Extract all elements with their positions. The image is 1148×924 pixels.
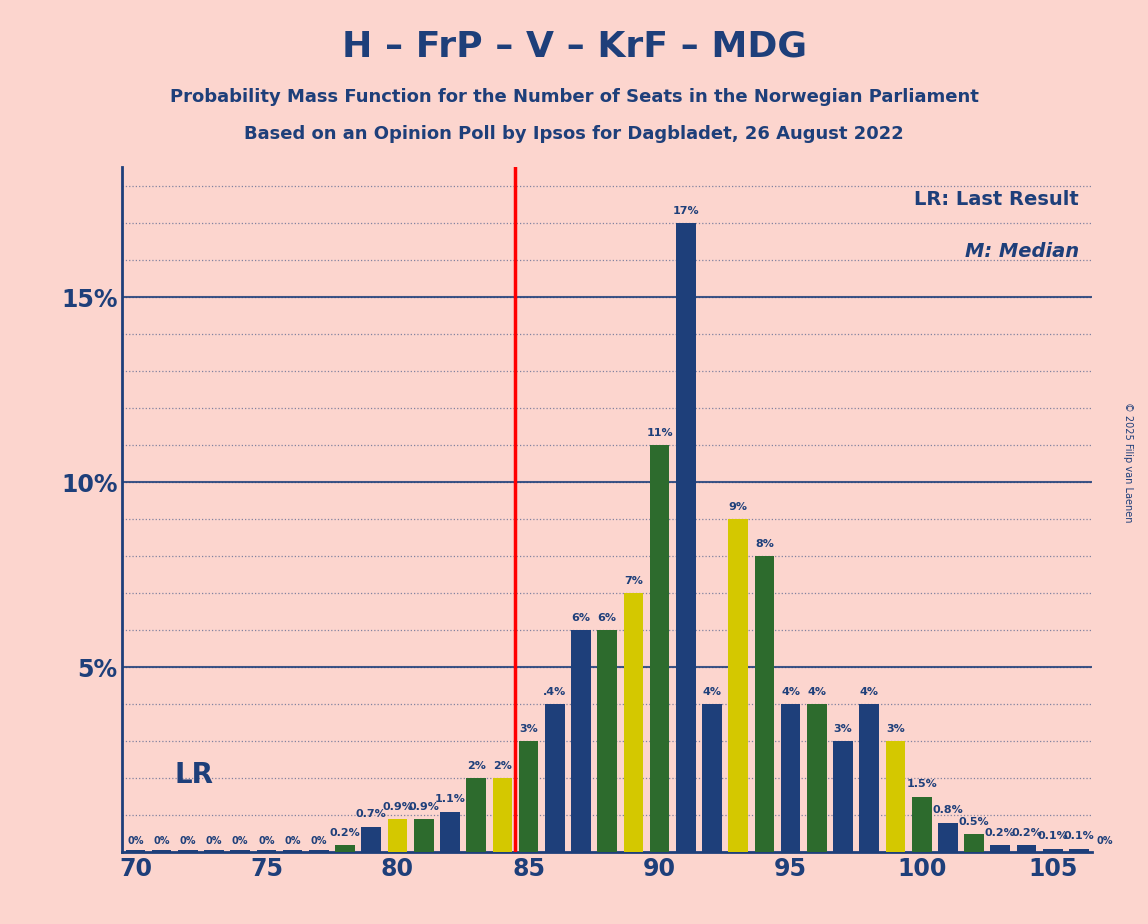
Bar: [231, 850, 250, 853]
Bar: [335, 845, 355, 853]
Text: 0%: 0%: [1097, 836, 1114, 846]
Text: M: M: [675, 512, 696, 532]
Bar: [1017, 845, 1037, 853]
Bar: [912, 796, 931, 853]
Text: .4%: .4%: [543, 687, 566, 697]
Text: 0%: 0%: [285, 836, 301, 846]
Bar: [938, 822, 957, 853]
Text: 4%: 4%: [860, 687, 878, 697]
Text: 0.2%: 0.2%: [329, 828, 360, 838]
Bar: [1095, 850, 1115, 853]
Text: 4%: 4%: [781, 687, 800, 697]
Bar: [1042, 849, 1063, 853]
Bar: [545, 704, 565, 853]
Bar: [125, 850, 145, 853]
Text: LR: LR: [174, 760, 214, 789]
Text: 0%: 0%: [258, 836, 274, 846]
Bar: [991, 845, 1010, 853]
Text: 0%: 0%: [232, 836, 248, 846]
Bar: [309, 850, 328, 853]
Bar: [414, 819, 434, 853]
Bar: [728, 519, 748, 853]
Bar: [204, 850, 224, 853]
Text: 9%: 9%: [729, 502, 747, 512]
Text: 0.8%: 0.8%: [932, 806, 963, 815]
Text: 0.9%: 0.9%: [409, 802, 440, 811]
Text: 0%: 0%: [179, 836, 196, 846]
Text: Probability Mass Function for the Number of Seats in the Norwegian Parliament: Probability Mass Function for the Number…: [170, 88, 978, 105]
Text: 0%: 0%: [127, 836, 144, 846]
Text: 0.2%: 0.2%: [985, 828, 1016, 838]
Bar: [466, 778, 486, 853]
Text: © 2025 Filip van Laenen: © 2025 Filip van Laenen: [1124, 402, 1133, 522]
Text: 0.5%: 0.5%: [959, 817, 990, 826]
Text: 1.5%: 1.5%: [906, 780, 937, 789]
Text: 0.1%: 0.1%: [1063, 832, 1094, 842]
Text: 0%: 0%: [205, 836, 223, 846]
Bar: [257, 850, 277, 853]
Bar: [781, 704, 800, 853]
Text: M: Median: M: Median: [964, 241, 1079, 261]
Text: 6%: 6%: [572, 613, 590, 623]
Text: 1.1%: 1.1%: [434, 795, 465, 804]
Bar: [362, 826, 381, 853]
Text: 3%: 3%: [833, 723, 853, 734]
Text: 0.2%: 0.2%: [1011, 828, 1042, 838]
Bar: [519, 741, 538, 853]
Bar: [492, 778, 512, 853]
Text: 6%: 6%: [598, 613, 616, 623]
Bar: [597, 630, 616, 853]
Text: 0%: 0%: [154, 836, 170, 846]
Bar: [754, 556, 774, 853]
Bar: [623, 593, 643, 853]
Bar: [964, 833, 984, 853]
Text: 4%: 4%: [807, 687, 827, 697]
Text: 0.9%: 0.9%: [382, 802, 413, 811]
Text: 7%: 7%: [625, 576, 643, 586]
Text: 3%: 3%: [519, 723, 538, 734]
Text: 2%: 2%: [492, 761, 512, 771]
Bar: [282, 850, 302, 853]
Text: H – FrP – V – KrF – MDG: H – FrP – V – KrF – MDG: [341, 30, 807, 64]
Text: 3%: 3%: [886, 723, 905, 734]
Bar: [152, 850, 171, 853]
Bar: [388, 819, 408, 853]
Text: Based on an Opinion Poll by Ipsos for Dagbladet, 26 August 2022: Based on an Opinion Poll by Ipsos for Da…: [245, 125, 903, 142]
Bar: [703, 704, 722, 853]
Bar: [178, 850, 197, 853]
Bar: [860, 704, 879, 853]
Text: LR: Last Result: LR: Last Result: [914, 189, 1079, 209]
Bar: [885, 741, 906, 853]
Bar: [572, 630, 591, 853]
Bar: [440, 811, 459, 853]
Text: 4%: 4%: [703, 687, 721, 697]
Bar: [807, 704, 827, 853]
Text: 17%: 17%: [673, 206, 699, 215]
Text: 0%: 0%: [311, 836, 327, 846]
Text: 11%: 11%: [646, 428, 673, 438]
Bar: [676, 223, 696, 853]
Text: 0.7%: 0.7%: [356, 809, 387, 819]
Text: 2%: 2%: [467, 761, 486, 771]
Bar: [1069, 849, 1088, 853]
Text: 8%: 8%: [755, 539, 774, 549]
Bar: [650, 445, 669, 853]
Text: 0.1%: 0.1%: [1038, 832, 1068, 842]
Bar: [833, 741, 853, 853]
